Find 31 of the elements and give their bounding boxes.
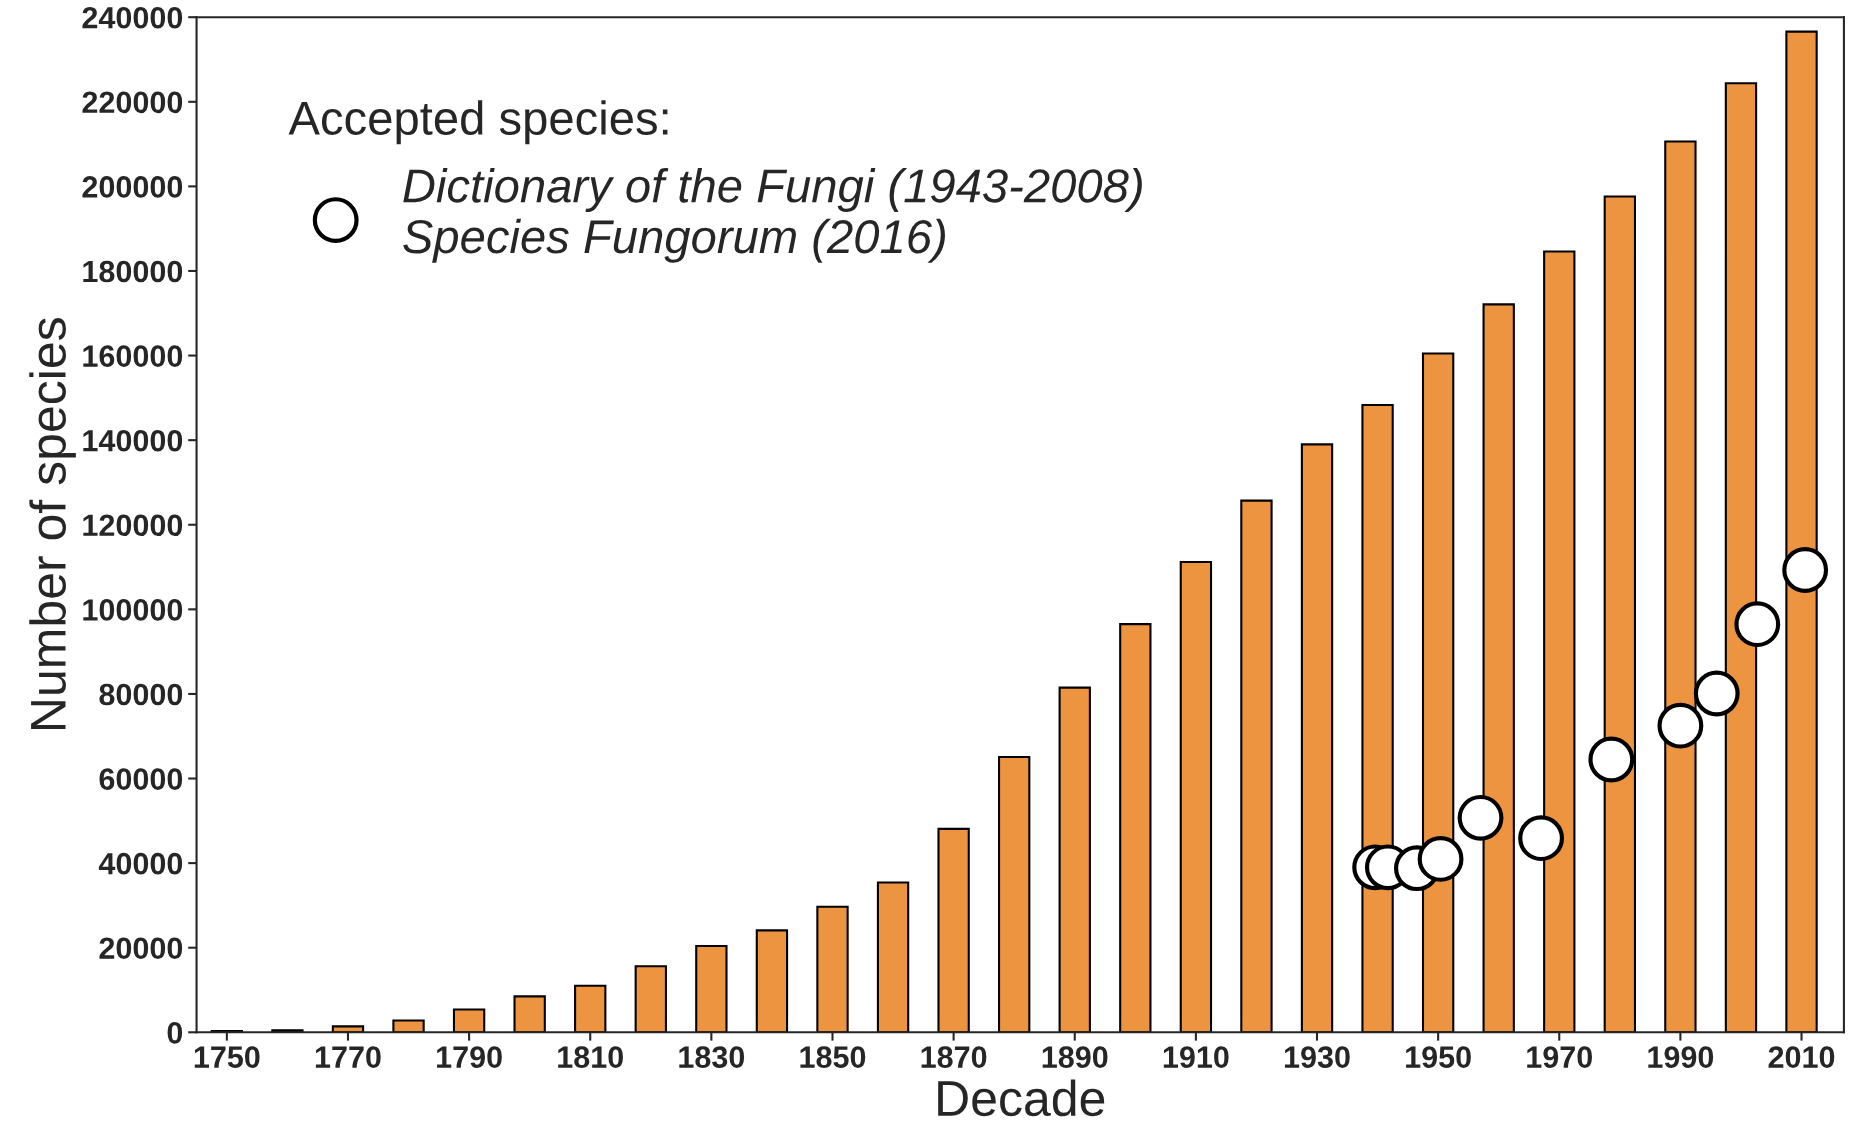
y-tick-label: 20000 — [99, 937, 183, 960]
x-tick-label: 1970 — [1527, 1046, 1592, 1068]
x-tick-label: 1850 — [800, 1046, 866, 1068]
y-tick-label: 80000 — [99, 683, 183, 706]
y-tick-label: 220000 — [82, 91, 183, 114]
y-tick-label: 140000 — [83, 429, 183, 452]
x-tick-label: 1870 — [921, 1046, 987, 1068]
y-tick-label: 120000 — [83, 514, 183, 537]
x-tick-label: 1750 — [194, 1046, 260, 1068]
y-tick-label: 40000 — [98, 852, 183, 875]
y-tick-label: 60000 — [99, 768, 183, 790]
x-tick-label: 1950 — [1406, 1046, 1471, 1068]
y-tick-label: 0 — [167, 1022, 183, 1044]
x-tick-label: 2010 — [1768, 1046, 1835, 1068]
x-tick-label: 1910 — [1163, 1046, 1229, 1068]
y-axis-title: Number of species — [29, 318, 76, 730]
y-tick-label: 180000 — [83, 260, 183, 283]
x-axis-title: Decade — [938, 1079, 1105, 1117]
x-tick-label: 1770 — [315, 1046, 381, 1068]
x-tick-label: 1810 — [558, 1046, 623, 1068]
y-tick-label: 100000 — [83, 599, 183, 621]
x-tick-label: 1790 — [437, 1046, 502, 1068]
legend-title: Accepted species: — [288, 100, 668, 145]
legend-label: Dictionary of the Fungi (1943-2008) Species Fungorum (2016) — [403, 167, 1142, 263]
x-tick-label: 1930 — [1284, 1046, 1350, 1068]
y-tick-label: 240000 — [82, 6, 183, 29]
x-tick-label: 1890 — [1042, 1046, 1108, 1068]
x-tick-label: 1830 — [679, 1046, 745, 1068]
x-tick-label: 1990 — [1648, 1046, 1714, 1068]
y-tick-label: 200000 — [82, 176, 183, 198]
y-tick-label: 160000 — [83, 345, 183, 367]
